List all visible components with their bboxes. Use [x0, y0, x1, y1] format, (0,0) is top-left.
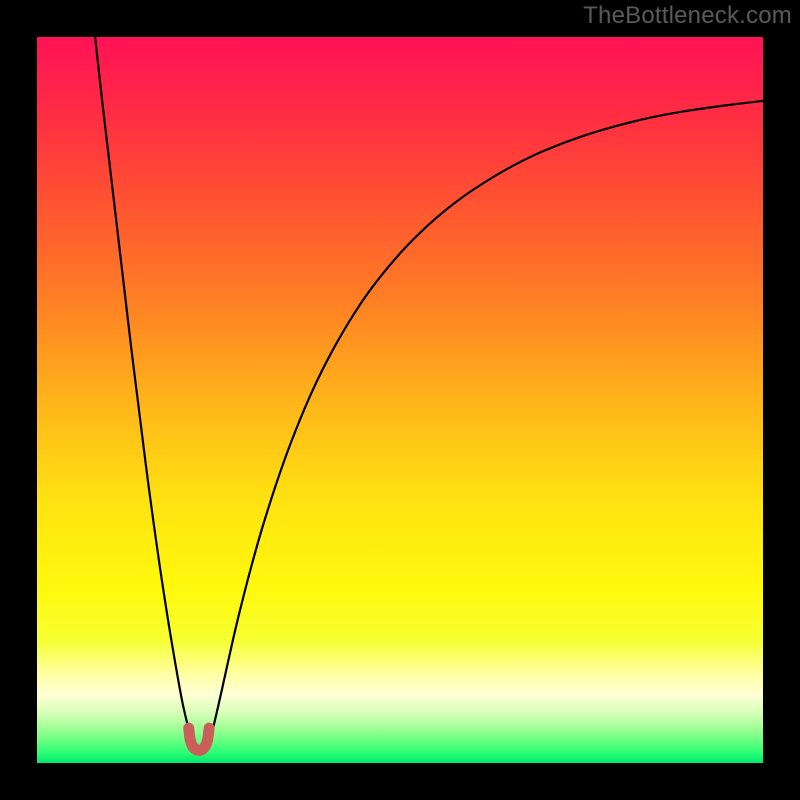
chart-outer-frame: TheBottleneck.com — [0, 0, 800, 800]
gradient-background — [37, 37, 763, 763]
plot-svg — [37, 37, 763, 763]
plot-area — [37, 37, 763, 763]
watermark-text: TheBottleneck.com — [583, 2, 792, 30]
